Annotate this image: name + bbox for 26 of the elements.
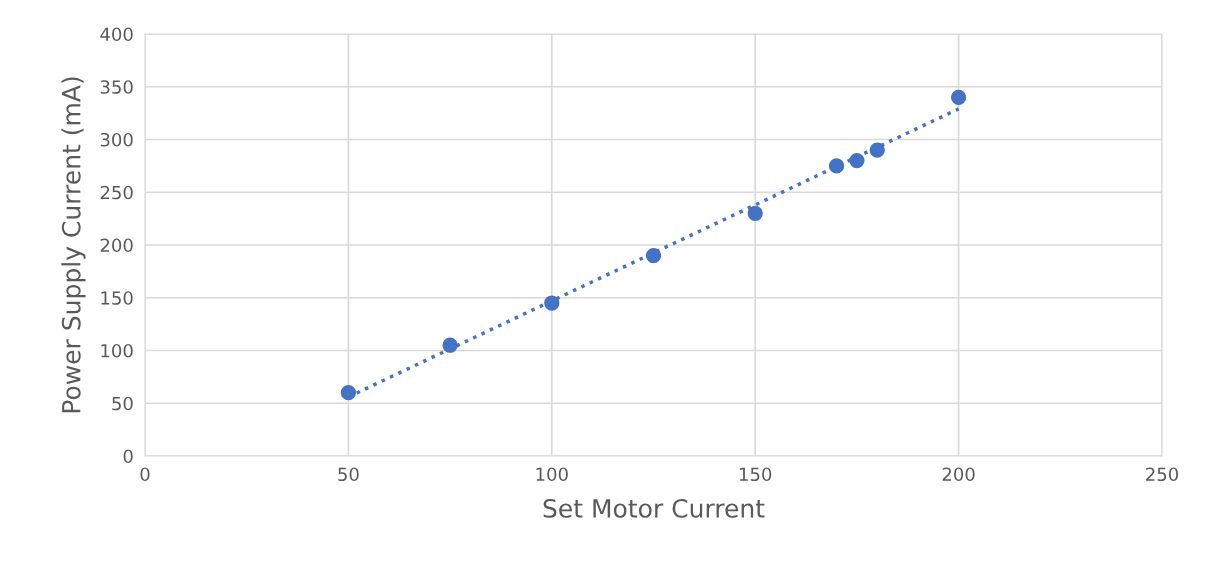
y-tick-label: 250 [100, 185, 133, 200]
x-tick-label: 100 [536, 467, 568, 482]
y-tick-label: 100 [101, 343, 133, 358]
x-axis-title: Set Motor Current [543, 498, 765, 518]
point [950, 89, 967, 105]
y-tick-label: 0 [123, 449, 133, 464]
y-tick-label: 150 [101, 291, 133, 305]
point [747, 205, 763, 221]
y-tick-label: 300 [100, 132, 133, 147]
point [442, 337, 458, 353]
y-tick-label: 50 [112, 396, 133, 411]
point [828, 158, 845, 174]
x-tick-label: 150 [739, 467, 772, 482]
point [544, 295, 560, 311]
point [645, 247, 662, 264]
point [340, 385, 357, 401]
y-tick-label: 400 [100, 27, 133, 42]
x-tick-label: 0 [140, 467, 150, 482]
x-tick-label: 50 [338, 467, 359, 482]
x-tick-label: 250 [1146, 467, 1179, 482]
point [869, 142, 885, 158]
y-tick-label: 200 [100, 238, 133, 253]
y-tick-label: 350 [100, 80, 133, 94]
y-axis-title: Power Supply Current (mA) [61, 77, 86, 413]
point [849, 152, 865, 169]
x-tick-label: 200 [942, 467, 975, 482]
